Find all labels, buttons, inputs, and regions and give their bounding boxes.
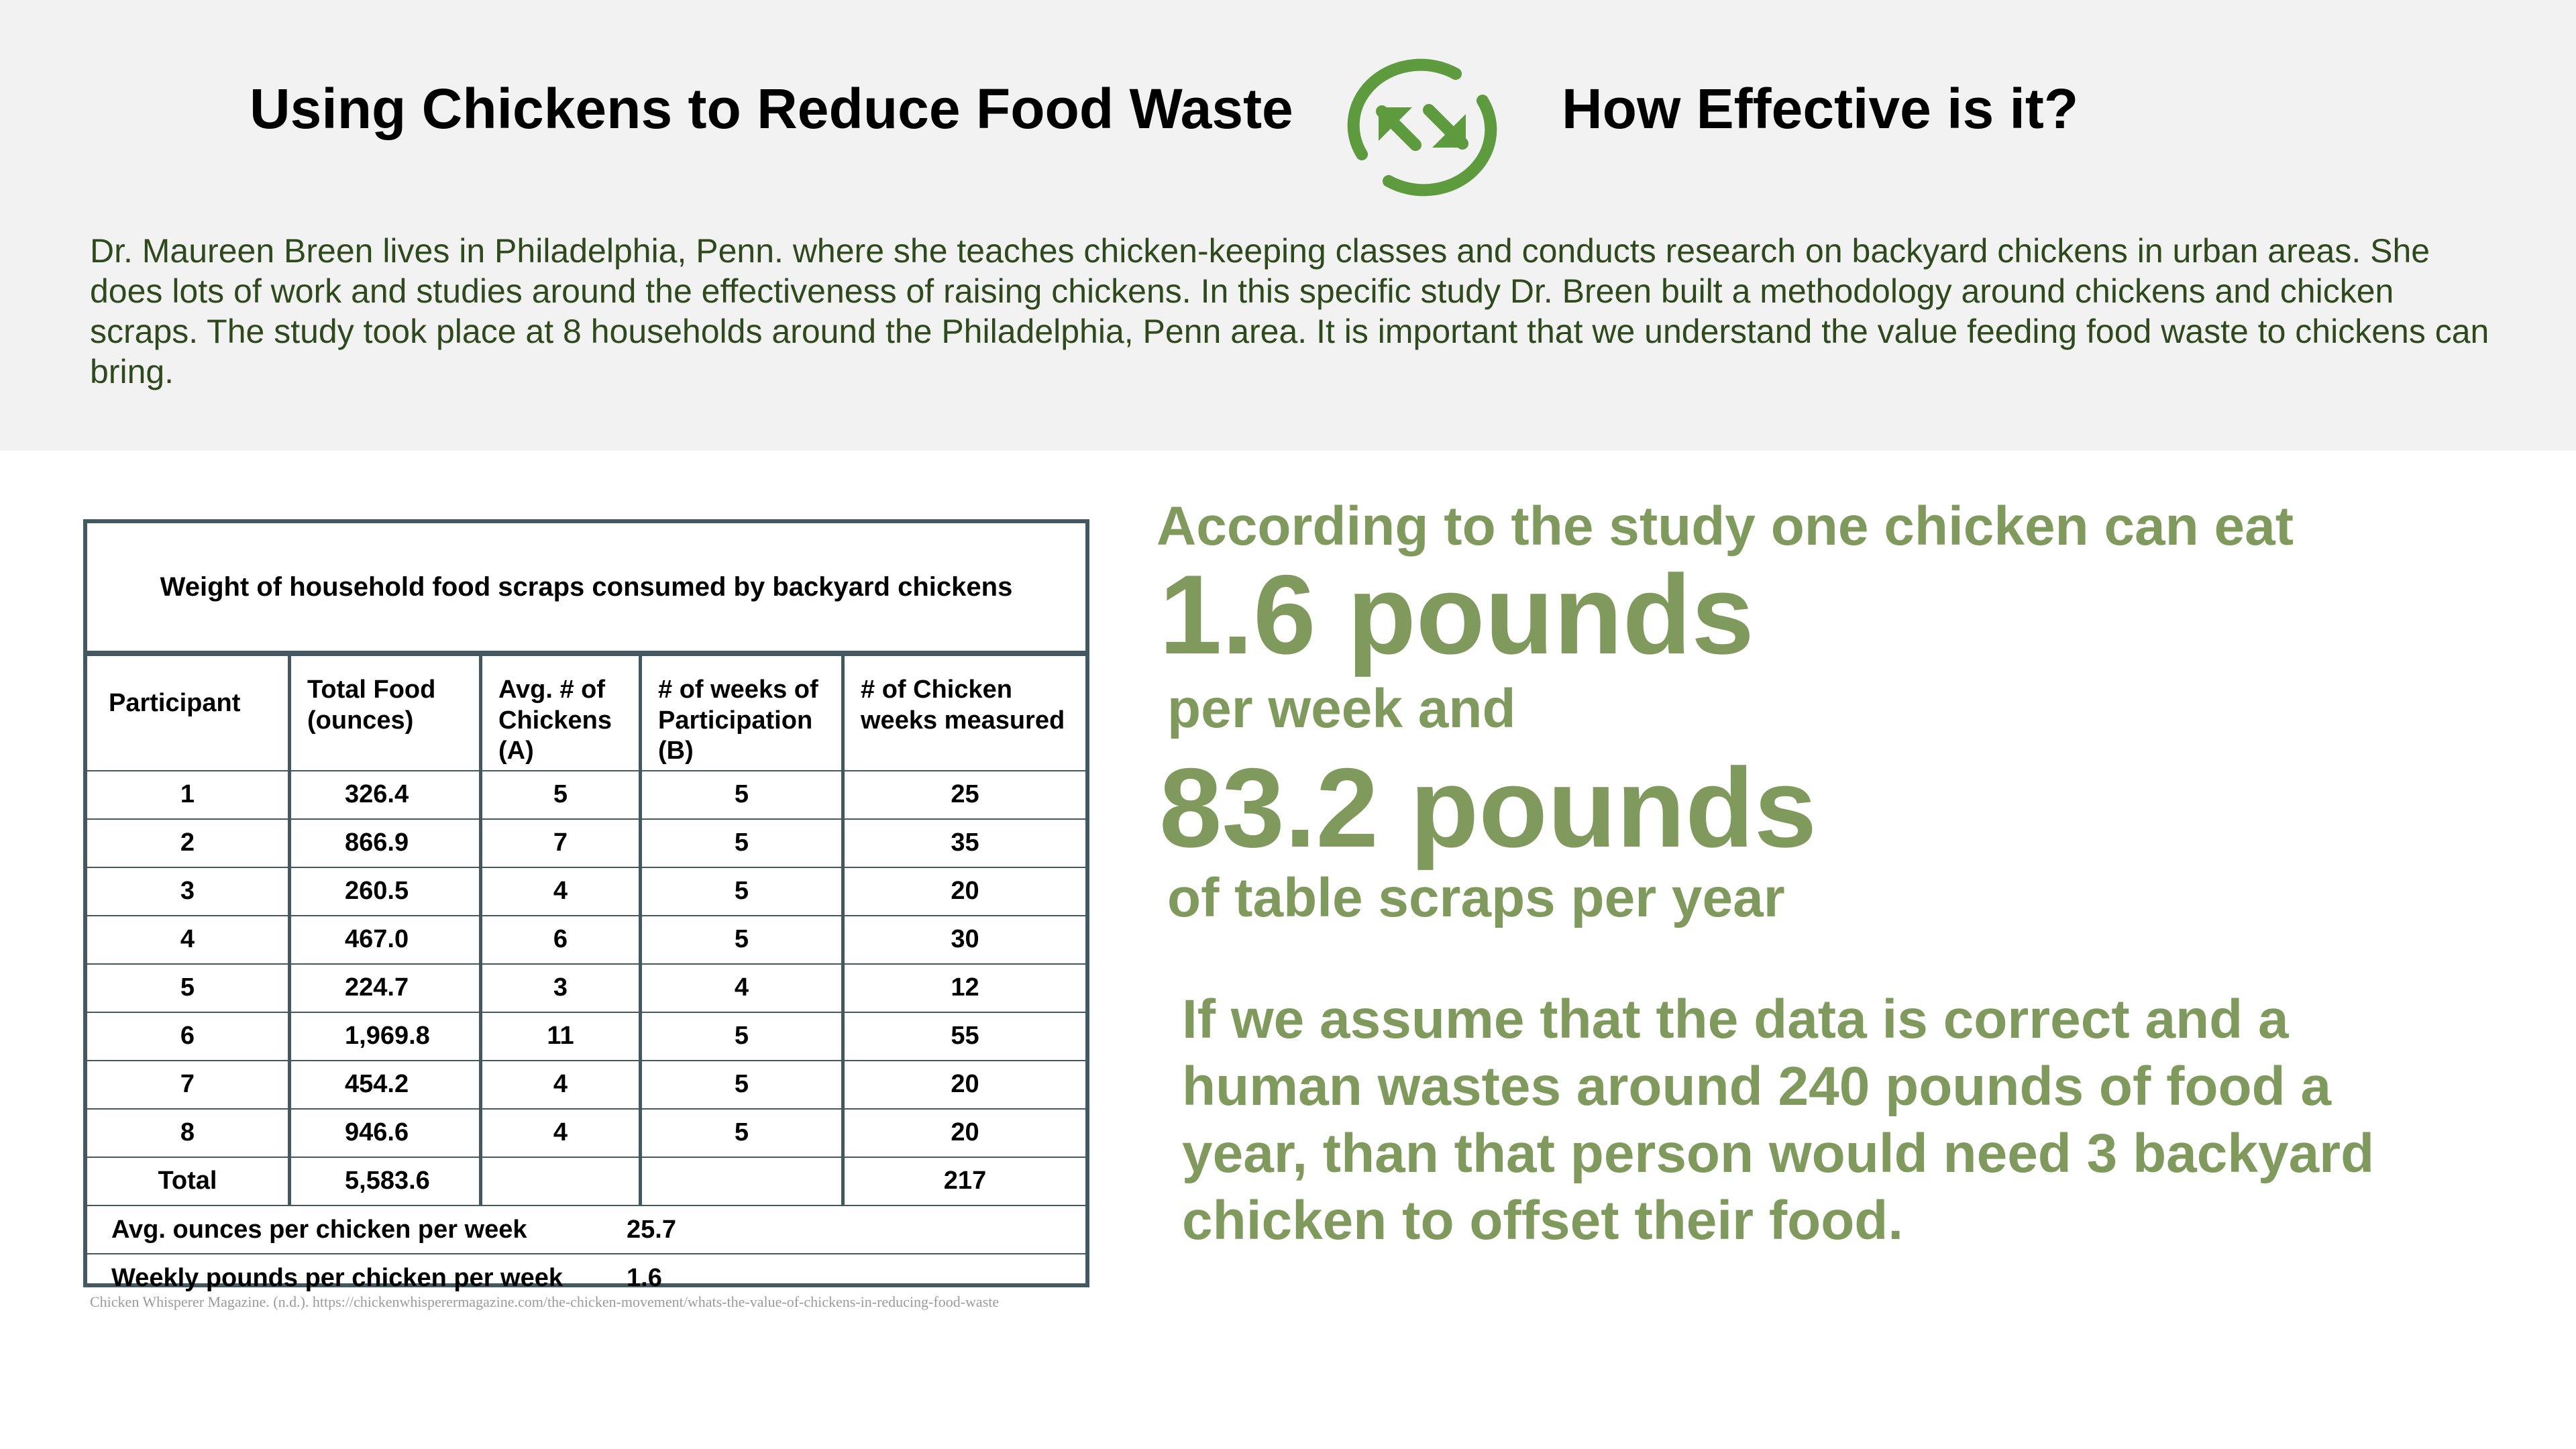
table-cell: 454.2: [291, 1061, 482, 1108]
footer-label: Weekly pounds per chicken per week: [111, 1263, 563, 1292]
table-row: 5 224.7 3 4 12: [87, 965, 1085, 1013]
footer-value: 25.7: [627, 1215, 676, 1244]
table-row: 1 326.4 5 5 25: [87, 771, 1085, 820]
table-cell: 866.9: [291, 820, 482, 867]
footer-label: Avg. ounces per chicken per week: [111, 1215, 527, 1244]
stat-yearly-label: of table scraps per year: [1167, 867, 1785, 928]
cycle-arrows-icon: [1347, 58, 1497, 197]
table-cell: 224.7: [291, 965, 482, 1012]
table-footer-row: Weekly pounds per chicken per week 1.6: [87, 1254, 1085, 1301]
table-row: 3 260.5 4 5 20: [87, 868, 1085, 916]
header-cell: # of weeks of Participation (B): [642, 656, 845, 770]
table-cell: 5: [642, 820, 845, 867]
table-cell: 6: [87, 1013, 291, 1060]
table-cell: [642, 1158, 845, 1205]
table-cell: 946.6: [291, 1110, 482, 1157]
stat-intro: According to the study one chicken can e…: [1157, 496, 2294, 557]
table-cell: 6: [482, 916, 642, 963]
table-caption: Weight of household food scraps consumed…: [160, 572, 1013, 602]
table-cell: 5: [642, 1061, 845, 1108]
table-cell: 25: [951, 780, 979, 809]
table-cell: 8: [87, 1110, 291, 1157]
caption-divider: [87, 651, 1085, 656]
table-cell: 12: [951, 973, 979, 1002]
table-cell: 5: [642, 771, 845, 818]
table-cell: 217: [943, 1167, 987, 1195]
table-footer-row: Avg. ounces per chicken per week 25.7: [87, 1206, 1085, 1254]
table-cell: 467.0: [291, 916, 482, 963]
table-cell: 5: [642, 916, 845, 963]
page-subtitle: How Effective is it?: [1562, 77, 2079, 140]
table-cell: 11: [482, 1013, 642, 1060]
table-cell: 3: [87, 868, 291, 915]
page-title: Using Chickens to Reduce Food Waste: [250, 77, 1293, 140]
table-cell: 30: [951, 925, 979, 954]
table-cell: 55: [951, 1022, 979, 1051]
header-cell: # of Chicken weeks measured: [861, 676, 1065, 735]
table-cell: 2: [87, 820, 291, 867]
table-cell: 5,583.6: [291, 1158, 482, 1205]
table-row: 7 454.2 4 5 20: [87, 1061, 1085, 1110]
table-cell: 35: [951, 828, 979, 857]
conclusion-text: If we assume that the data is correct an…: [1182, 989, 2375, 1251]
table-cell: [482, 1158, 642, 1205]
table-cell: 20: [951, 1118, 979, 1147]
table-cell: Total: [87, 1158, 291, 1205]
table-grid: Participant Total Food (ounces) Avg. # o…: [87, 656, 1085, 1301]
table-cell: 5: [642, 1110, 845, 1157]
table-row: 6 1,969.8 11 5 55: [87, 1013, 1085, 1061]
table-row: 4 467.0 6 5 30: [87, 916, 1085, 965]
table-cell: 5: [482, 771, 642, 818]
food-scraps-table: Weight of household food scraps consumed…: [83, 519, 1089, 1292]
footer-value: 1.6: [627, 1263, 662, 1292]
table-cell: 260.5: [291, 868, 482, 915]
table-cell: 4: [87, 916, 291, 963]
stat-yearly-pounds: 83.2 pounds: [1159, 745, 1817, 871]
table-cell: 3: [482, 965, 642, 1012]
table-row: 8 946.6 4 5 20: [87, 1110, 1085, 1158]
table-cell: 5: [642, 1013, 845, 1060]
table-header-row: Participant Total Food (ounces) Avg. # o…: [87, 656, 1085, 771]
table-cell: 20: [951, 877, 979, 906]
intro-paragraph: Dr. Maureen Breen lives in Philadelphia,…: [90, 232, 2489, 390]
table-row: 2 866.9 7 5 35: [87, 820, 1085, 868]
table-cell: 4: [482, 868, 642, 915]
header-band: [0, 0, 2576, 451]
source-citation: Chicken Whisperer Magazine. (n.d.). http…: [90, 1293, 1000, 1310]
table-cell: 7: [87, 1061, 291, 1108]
header-cell: Avg. # of Chickens (A): [482, 656, 642, 770]
table-cell: 5: [642, 868, 845, 915]
table-cell: 4: [482, 1061, 642, 1108]
table-cell: 7: [482, 820, 642, 867]
table-cell: 20: [951, 1070, 979, 1099]
stat-weekly-pounds: 1.6 pounds: [1159, 551, 1754, 678]
table-cell: 326.4: [291, 771, 482, 818]
table-body: 1 326.4 5 5 25 2 866.9 7 5 35 3 260.5 4 5 20 4 467.0 6 5 30…: [87, 771, 1085, 1206]
table-cell: 4: [642, 965, 845, 1012]
header-cell: Participant: [87, 656, 291, 770]
table-cell: 5: [87, 965, 291, 1012]
table-cell: 1: [87, 771, 291, 818]
header-cell: Total Food (ounces): [291, 656, 482, 770]
table-cell: 4: [482, 1110, 642, 1157]
table-row: Total 5,583.6 217: [87, 1158, 1085, 1206]
table-cell: 1,969.8: [291, 1013, 482, 1060]
stat-weekly-label: per week and: [1167, 678, 1516, 739]
